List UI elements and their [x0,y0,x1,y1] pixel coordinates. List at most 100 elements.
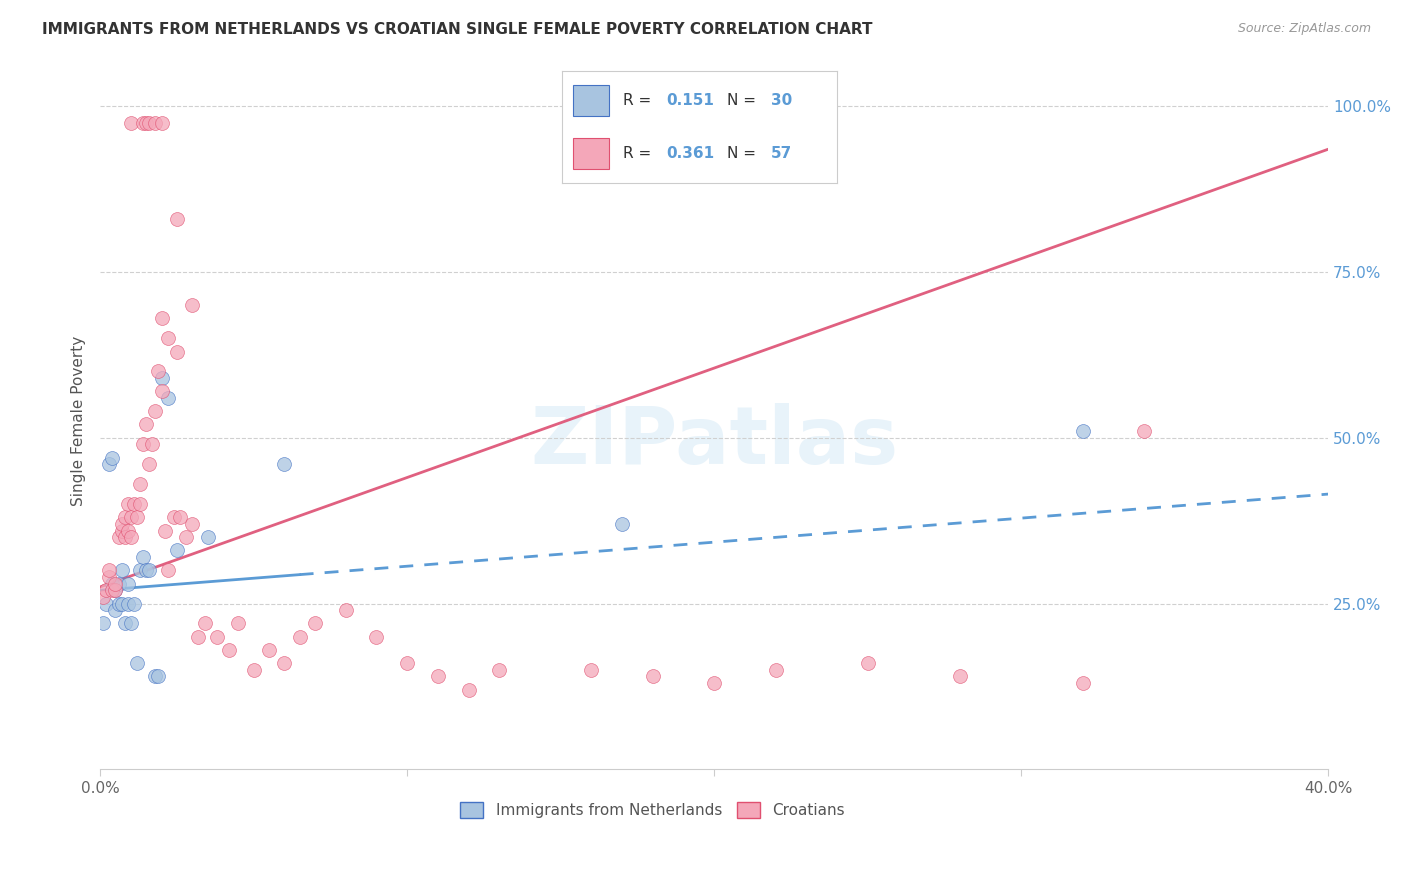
Point [132,550,155,565]
Point [150,116,173,130]
Point [148,669,170,683]
Text: 0.151: 0.151 [666,93,714,108]
Point [949,669,972,683]
Point [366,630,388,644]
Point [135,563,157,577]
Point [335,603,357,617]
Point [150,384,173,399]
Point [114,510,136,524]
Point [148,364,170,378]
Point [1071,676,1094,690]
Point [101,576,124,591]
Text: ZIPatlas: ZIPatlas [530,403,898,481]
Point [98,570,121,584]
Point [120,530,142,544]
Point [96,583,118,598]
Text: R =: R = [623,93,655,108]
Point [111,516,134,531]
Point [163,510,186,524]
Point [273,457,295,471]
Point [122,497,145,511]
Point [101,583,124,598]
Point [135,417,157,432]
Point [129,497,152,511]
Point [104,583,127,598]
Point [122,597,145,611]
Text: 0.361: 0.361 [666,146,714,161]
Point [111,524,134,538]
Point [426,669,449,683]
Text: Source: ZipAtlas.com: Source: ZipAtlas.com [1237,22,1371,36]
Point [145,116,167,130]
Point [117,524,139,538]
Point [169,510,191,524]
Point [288,630,311,644]
Point [150,311,173,326]
Point [138,563,160,577]
FancyBboxPatch shape [574,138,609,169]
Point [104,603,127,617]
Point [132,437,155,451]
Point [120,510,142,524]
Point [145,404,167,418]
Point [153,524,176,538]
Point [488,663,510,677]
Point [145,669,167,683]
Point [138,457,160,471]
Point [101,450,124,465]
Text: R =: R = [623,146,655,161]
Text: 57: 57 [770,146,792,161]
Point [135,116,157,130]
Point [114,616,136,631]
Point [765,663,787,677]
FancyBboxPatch shape [574,85,609,116]
Point [120,116,142,130]
Point [226,616,249,631]
Point [98,457,121,471]
Point [396,656,419,670]
Point [107,597,129,611]
Point [120,616,142,631]
Text: N =: N = [727,146,761,161]
Point [181,516,204,531]
Point [1133,424,1156,438]
Point [205,630,228,644]
Point [129,563,152,577]
Point [117,576,139,591]
Point [132,116,155,130]
Point [193,616,215,631]
Point [166,211,188,226]
Point [111,563,134,577]
Point [181,298,204,312]
Point [166,344,188,359]
Point [581,663,603,677]
Point [304,616,326,631]
Point [641,669,664,683]
Y-axis label: Single Female Poverty: Single Female Poverty [72,336,86,507]
Point [107,576,129,591]
Point [187,630,209,644]
Point [242,663,264,677]
Point [166,543,188,558]
Point [218,643,240,657]
Point [156,391,179,405]
Legend: Immigrants from Netherlands, Croatians: Immigrants from Netherlands, Croatians [454,797,851,824]
Point [257,643,280,657]
Point [98,563,121,577]
Text: N =: N = [727,93,761,108]
Point [703,676,725,690]
Point [156,331,179,345]
Point [156,563,179,577]
Point [174,530,197,544]
Point [138,116,160,130]
Point [125,510,148,524]
Point [125,656,148,670]
Point [117,497,139,511]
Point [117,597,139,611]
Point [129,477,152,491]
Point [91,590,114,604]
Point [104,583,127,598]
Point [96,597,118,611]
Point [111,597,134,611]
Point [150,371,173,385]
